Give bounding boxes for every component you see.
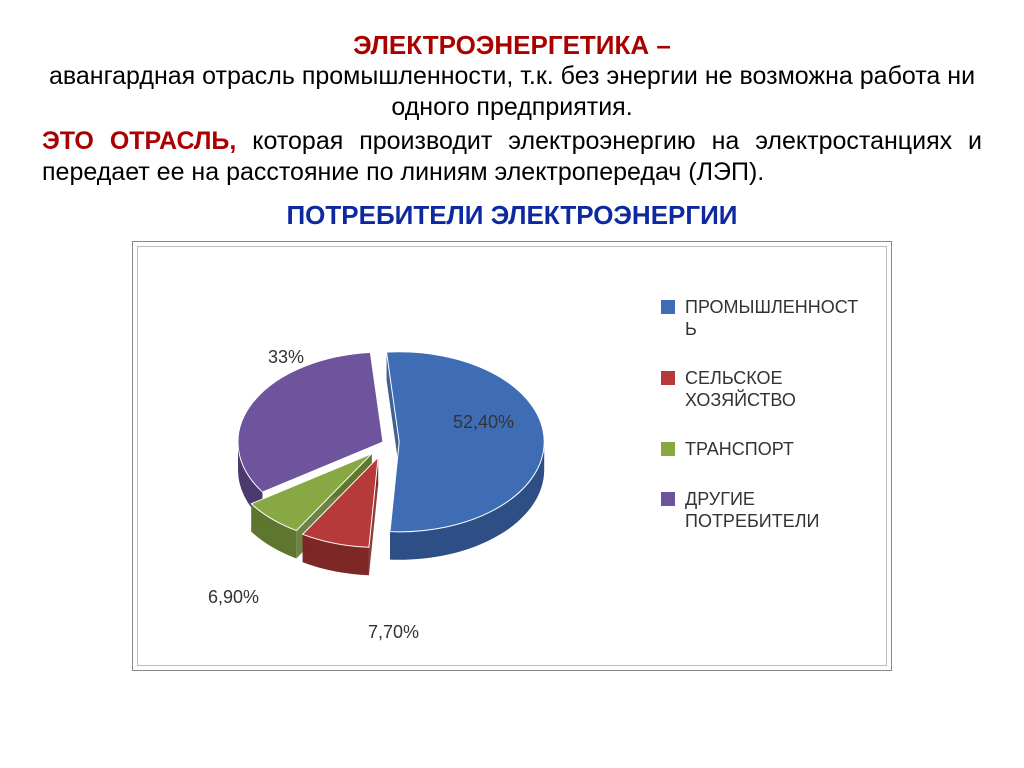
- pie-chart: [193, 302, 573, 602]
- legend-item-agriculture: СЕЛЬСКОЕ ХОЗЯЙСТВО: [661, 368, 861, 411]
- chart-frame: 52,40% 7,70% 6,90% 33% ПРОМЫШЛЕННОСТЬ СЕ…: [132, 241, 892, 671]
- legend-swatch: [661, 492, 675, 506]
- chart-area: 52,40% 7,70% 6,90% 33%: [133, 242, 653, 672]
- data-label-other: 33%: [268, 347, 304, 368]
- legend-swatch: [661, 300, 675, 314]
- legend-swatch: [661, 442, 675, 456]
- definition-line: ЭТО ОТРАСЛЬ, которая производит электроэ…: [40, 126, 984, 189]
- section-title: ПОТРЕБИТЕЛИ ЭЛЕКТРОЭНЕРГИИ: [40, 200, 984, 231]
- legend-label: ТРАНСПОРТ: [685, 439, 794, 461]
- legend-item-other: ДРУГИЕ ПОТРЕБИТЕЛИ: [661, 489, 861, 532]
- data-label-transport: 6,90%: [208, 587, 259, 608]
- slide: ЭЛЕКТРОЭНЕРГЕТИКА – авангардная отрасль …: [0, 0, 1024, 768]
- data-label-industry: 52,40%: [453, 412, 514, 433]
- legend-item-industry: ПРОМЫШЛЕННОСТЬ: [661, 297, 861, 340]
- heading-block: ЭЛЕКТРОЭНЕРГЕТИКА – авангардная отрасль …: [40, 30, 984, 188]
- legend-label: СЕЛЬСКОЕ ХОЗЯЙСТВО: [685, 368, 861, 411]
- definition-label: ЭТО ОТРАСЛЬ,: [42, 127, 236, 155]
- legend: ПРОМЫШЛЕННОСТЬ СЕЛЬСКОЕ ХОЗЯЙСТВО ТРАНСП…: [661, 297, 861, 560]
- subtitle-text: авангардная отрасль промышленности, т.к.…: [40, 61, 984, 124]
- legend-swatch: [661, 371, 675, 385]
- main-title: ЭЛЕКТРОЭНЕРГЕТИКА –: [40, 30, 984, 61]
- data-label-agriculture: 7,70%: [368, 622, 419, 643]
- legend-label: ДРУГИЕ ПОТРЕБИТЕЛИ: [685, 489, 861, 532]
- legend-label: ПРОМЫШЛЕННОСТЬ: [685, 297, 861, 340]
- legend-item-transport: ТРАНСПОРТ: [661, 439, 861, 461]
